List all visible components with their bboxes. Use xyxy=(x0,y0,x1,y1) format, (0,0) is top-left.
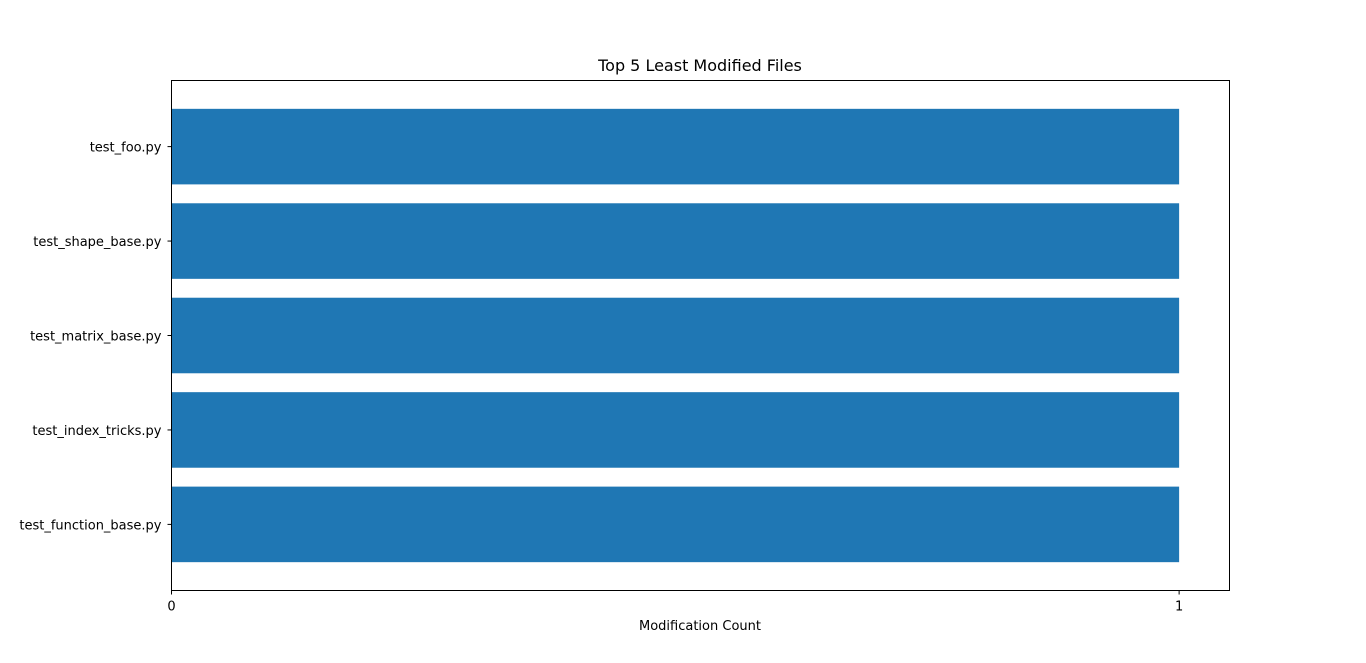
x-tick-label: 0 xyxy=(167,600,175,615)
bar-test-foo-py xyxy=(171,108,1180,185)
bar-test-index-tricks-py xyxy=(171,392,1180,468)
bar-test-matrix-base-py xyxy=(171,297,1180,374)
bar-test-shape-base-py xyxy=(171,203,1180,279)
y-tick-label: test_function_base.py xyxy=(19,518,161,533)
y-tick-label: test_index_tricks.py xyxy=(32,424,161,439)
y-tick-label: test_shape_base.py xyxy=(33,235,162,250)
y-tick-label: test_foo.py xyxy=(90,141,162,156)
plot-frame xyxy=(171,80,1230,591)
y-axis-ticks: test_foo.py test_shape_base.py test_matrix… xyxy=(19,141,172,533)
bar-test-function-base-py xyxy=(171,486,1180,563)
x-axis-label: Modification Count xyxy=(639,619,761,634)
x-tick-label: 1 xyxy=(1175,600,1183,615)
bars-group xyxy=(171,108,1180,563)
chart-title: Top 5 Least Modified Files xyxy=(597,56,802,75)
y-tick-label: test_matrix_base.py xyxy=(30,330,162,345)
